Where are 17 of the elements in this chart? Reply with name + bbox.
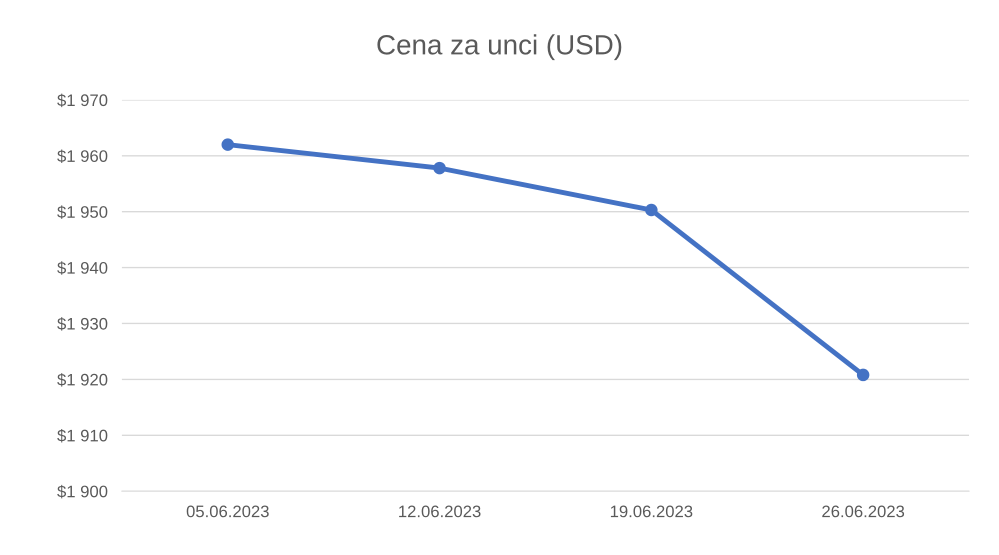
chart-title: Cena za unci (USD) [377,34,622,60]
y-tick-label: $1 930 [57,317,108,331]
point [222,138,234,151]
x-tick-label: 19.06.2023 [610,506,692,518]
y-tick-label: $1 970 [57,94,108,108]
x-tick-label: 05.06.2023 [186,506,269,518]
x-tick-label: 26.06.2023 [822,506,904,518]
y-tick-label: $1 950 [57,205,108,219]
y-tick-label: $1 910 [57,428,108,442]
y-tick-label: $1 900 [57,484,108,498]
x-tick-label: 12.06.2023 [399,506,481,518]
point [433,162,446,174]
y-tick-label: $1 920 [57,373,108,387]
y-tick-label: $1 940 [57,261,108,275]
point [856,368,870,382]
point [645,204,658,216]
y-tick-label: $1 960 [57,149,108,163]
